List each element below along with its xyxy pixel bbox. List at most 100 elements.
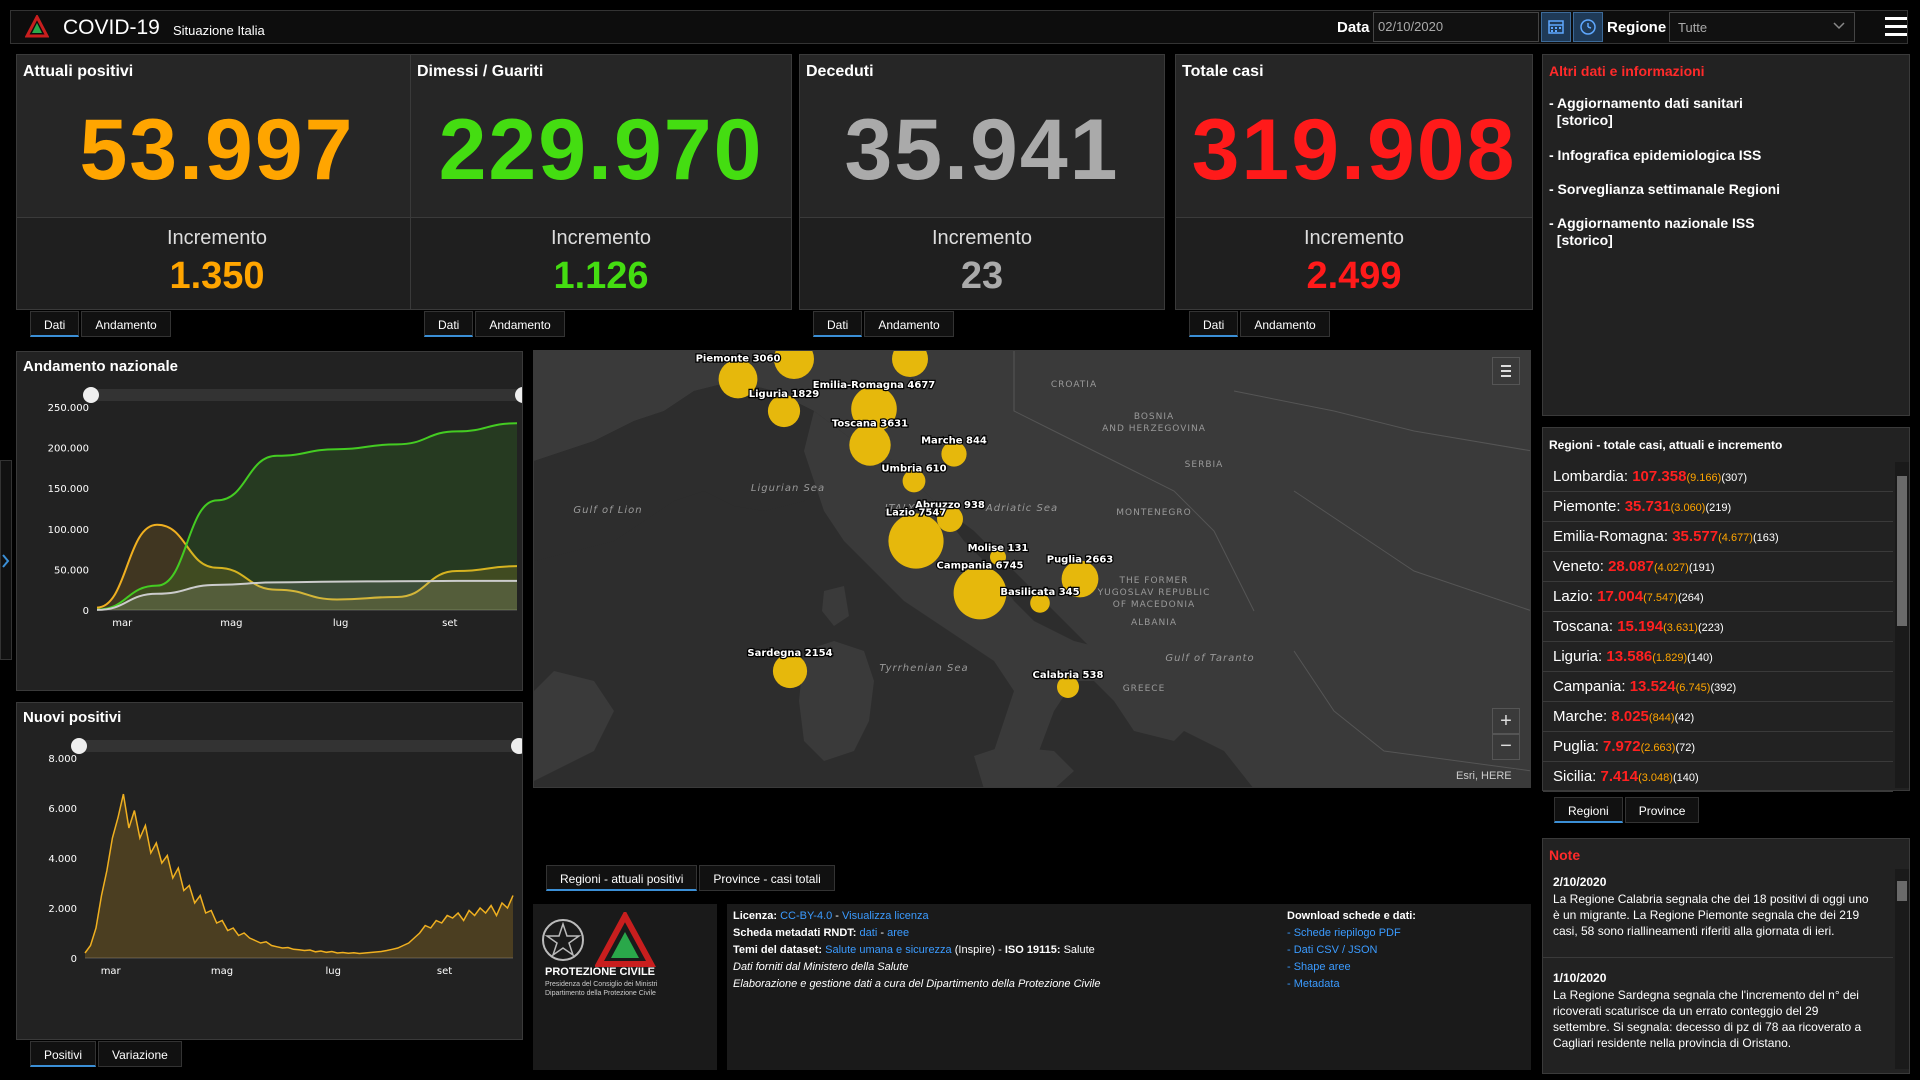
kpi-increment: 23 — [960, 255, 1004, 297]
kpi-value: 319.908 — [1191, 102, 1517, 198]
download-shape-link[interactable]: - Shape aree — [1287, 961, 1351, 973]
region-row[interactable]: Toscana: 15.194(3.631)(223) — [1543, 612, 1893, 642]
region-current: (3.631) — [1663, 622, 1698, 634]
time-button[interactable] — [1573, 12, 1603, 42]
download-csv-link[interactable]: - Dati CSV / JSON — [1287, 944, 1378, 956]
tab-dati[interactable]: Dati — [1189, 311, 1239, 337]
region-row[interactable]: Marche: 8.025(844)(42) — [1543, 702, 1893, 732]
license-link[interactable]: CC-BY-4.0 — [780, 910, 833, 922]
tab-dati[interactable]: Dati — [30, 311, 80, 337]
region-bubble[interactable] — [772, 653, 808, 689]
tab-positivi[interactable]: Positivi — [30, 1041, 97, 1067]
range-slider-start-handle[interactable] — [71, 738, 87, 754]
map-canvas[interactable]: CROATIA BOSNIA AND HERZEGOVINA SERBIA MONTEN… — [534, 351, 1531, 788]
tab-regioni-attuali-positivi[interactable]: Regioni - attuali positivi — [546, 865, 698, 891]
date-field[interactable]: 02/10/2020 — [1373, 12, 1539, 42]
map-geo-label: Gulf of Taranto — [1165, 653, 1254, 664]
italy-map[interactable]: CROATIA BOSNIA AND HERZEGOVINA SERBIA MONTEN… — [533, 350, 1531, 788]
region-increment: (163) — [1752, 532, 1779, 544]
region-bubble[interactable] — [888, 513, 944, 569]
region-bubble[interactable] — [990, 549, 1006, 565]
region-name: Campania: — [1553, 678, 1626, 695]
range-slider-end-handle[interactable] — [511, 738, 522, 754]
region-name: Lazio: — [1553, 588, 1594, 605]
region-bubble[interactable] — [937, 506, 963, 532]
zoom-out-button[interactable]: − — [1492, 734, 1520, 760]
tab-province[interactable]: Province — [1624, 797, 1700, 823]
zoom-in-button[interactable]: + — [1492, 708, 1520, 734]
region-bubble[interactable] — [953, 566, 1007, 620]
region-bubble-label: Liguria 1829 — [749, 389, 820, 400]
note-text: La Regione Calabria segnala che dei 18 p… — [1553, 892, 1869, 938]
range-slider-start-handle[interactable] — [83, 387, 99, 403]
region-bubble[interactable] — [774, 351, 814, 379]
tab-dati[interactable]: Dati — [424, 311, 474, 337]
y-tick-label: 150.000 — [48, 484, 89, 495]
region-name: Veneto: — [1553, 558, 1604, 575]
app-title: COVID-19 — [63, 16, 160, 39]
tab-andamento[interactable]: Andamento — [475, 311, 565, 337]
region-row[interactable]: Sicilia: 7.414(3.048)(140) — [1543, 762, 1893, 792]
link-sorveglianza-regioni[interactable]: - Sorveglianza settimanale Regioni — [1549, 181, 1781, 197]
tab-province-casi-totali[interactable]: Province - casi totali — [699, 865, 835, 891]
region-bubble-label: Sardegna 2154 — [747, 648, 832, 659]
region-row[interactable]: Campania: 13.524(6.745)(392) — [1543, 672, 1893, 702]
map-geo-label: Gulf of Lion — [573, 505, 642, 516]
region-bubble[interactable] — [718, 359, 758, 399]
tab-andamento[interactable]: Andamento — [1240, 311, 1330, 337]
calendar-button[interactable] — [1541, 12, 1571, 42]
andamento-nazionale-chart-panel: Andamento nazionale 0 50.000 100.000 150.00… — [16, 351, 523, 691]
range-slider-track[interactable] — [91, 389, 522, 401]
tab-regioni[interactable]: Regioni — [1554, 797, 1623, 823]
region-current: (3.048) — [1638, 772, 1673, 784]
region-row[interactable]: Emilia-Romagna: 35.577(4.677)(163) — [1543, 522, 1893, 552]
region-row[interactable]: Lombardia: 107.358(9.166)(307) — [1543, 462, 1893, 492]
region-bubble[interactable] — [849, 424, 891, 466]
region-bubble[interactable] — [1057, 676, 1079, 698]
region-increment: (219) — [1705, 502, 1732, 514]
link-aggiornamento-dati[interactable]: - Aggiornamento dati sanitari [storico] — [1549, 95, 1743, 128]
tab-variazione[interactable]: Variazione — [98, 1041, 182, 1067]
tab-andamento[interactable]: Andamento — [81, 311, 171, 337]
link-infografica-iss[interactable]: - Infografica epidemiologica ISS — [1549, 147, 1762, 163]
regions-scrollbar[interactable] — [1895, 462, 1909, 788]
y-tick-label: 0 — [71, 954, 77, 965]
x-tick-label: lug — [333, 618, 348, 629]
link-aggiornamento-iss[interactable]: - Aggiornamento nazionale ISS [storico] — [1549, 215, 1755, 248]
region-bubble[interactable] — [1030, 593, 1050, 613]
region-bubble[interactable] — [941, 441, 967, 467]
rndt-aree-link[interactable]: aree — [887, 927, 910, 939]
region-bubble[interactable] — [767, 394, 801, 428]
region-bubble[interactable] — [892, 351, 928, 377]
hamburger-menu-button[interactable] — [1885, 17, 1907, 37]
kpi-title: Attuali positivi — [23, 63, 134, 80]
download-metadata-link[interactable]: - Metadata — [1287, 978, 1340, 990]
region-bubble[interactable] — [902, 469, 926, 493]
region-bubble[interactable] — [851, 386, 897, 432]
range-slider-end-handle[interactable] — [515, 387, 522, 403]
region-current: (6.745) — [1675, 682, 1711, 694]
region-bubble[interactable] — [1061, 560, 1099, 598]
tab-dati[interactable]: Dati — [813, 311, 863, 337]
tab-andamento[interactable]: Andamento — [864, 311, 954, 337]
chevron-right-icon — [2, 554, 10, 568]
region-row[interactable]: Piemonte: 35.731(3.060)(219) — [1543, 492, 1893, 522]
chevron-down-icon — [1833, 22, 1845, 30]
region-select[interactable]: Tutte — [1669, 12, 1855, 42]
temi-link[interactable]: Salute umana e sicurezza — [825, 944, 952, 956]
region-row[interactable]: Lazio: 17.004(7.547)(264) — [1543, 582, 1893, 612]
kpi-title: Deceduti — [806, 63, 874, 80]
download-pdf-link[interactable]: - Schede riepilogo PDF — [1287, 927, 1401, 939]
kpi-increment: 2.499 — [1306, 255, 1402, 297]
region-row[interactable]: Liguria: 13.586(1.829)(140) — [1543, 642, 1893, 672]
layer-list-button[interactable] — [1492, 357, 1520, 385]
map-geo-label: GREECE — [1123, 684, 1166, 694]
range-slider-track[interactable] — [79, 740, 519, 752]
region-row[interactable]: Veneto: 28.087(4.027)(191) — [1543, 552, 1893, 582]
notes-scrollbar[interactable] — [1895, 869, 1909, 1069]
side-panel-toggle[interactable] — [0, 460, 12, 660]
region-row[interactable]: Puglia: 7.972(2.663)(72) — [1543, 732, 1893, 762]
region-increment: (140) — [1687, 652, 1713, 664]
rndt-dati-link[interactable]: dati — [859, 927, 878, 939]
view-license-link[interactable]: Visualizza licenza — [842, 910, 929, 922]
